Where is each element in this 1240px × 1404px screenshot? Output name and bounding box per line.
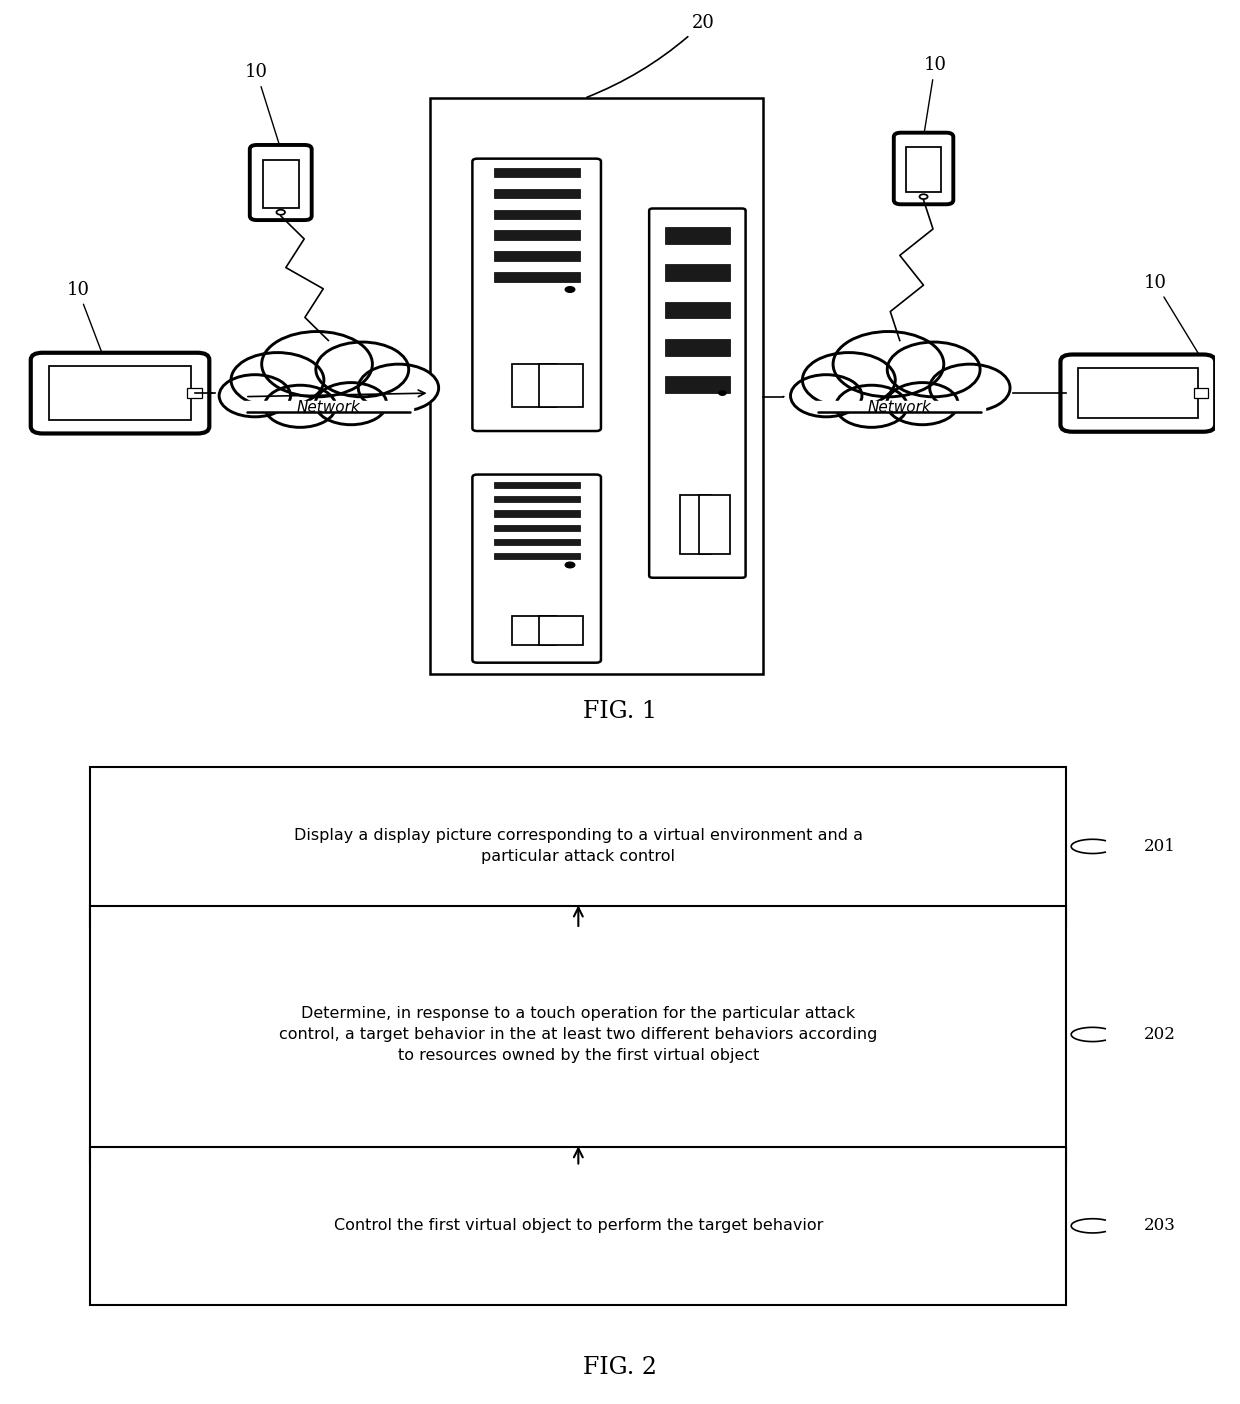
Text: 20: 20 bbox=[587, 14, 714, 97]
Text: 10: 10 bbox=[924, 56, 946, 135]
Bar bbox=[494, 209, 579, 219]
Bar bbox=[512, 616, 557, 646]
Bar bbox=[494, 251, 579, 261]
Text: 201: 201 bbox=[1143, 838, 1176, 855]
Text: Network: Network bbox=[296, 400, 361, 414]
FancyBboxPatch shape bbox=[894, 132, 954, 204]
Bar bbox=[665, 376, 729, 393]
Bar bbox=[665, 227, 729, 244]
Text: 202: 202 bbox=[1143, 1026, 1176, 1043]
Bar bbox=[539, 616, 583, 646]
Text: Network: Network bbox=[868, 400, 931, 414]
FancyBboxPatch shape bbox=[249, 145, 311, 220]
Text: 203: 203 bbox=[1143, 1217, 1176, 1234]
FancyBboxPatch shape bbox=[650, 208, 745, 578]
Text: Determine, in response to a touch operation for the particular attack
control, a: Determine, in response to a touch operat… bbox=[279, 1007, 878, 1063]
Circle shape bbox=[565, 562, 575, 567]
Circle shape bbox=[315, 383, 387, 424]
Bar bbox=[665, 338, 729, 355]
Circle shape bbox=[316, 343, 409, 397]
Circle shape bbox=[719, 390, 725, 396]
FancyBboxPatch shape bbox=[472, 159, 601, 431]
FancyBboxPatch shape bbox=[1060, 354, 1215, 432]
Bar bbox=[680, 496, 712, 553]
Circle shape bbox=[802, 352, 895, 407]
Bar bbox=[263, 160, 299, 208]
Text: 10: 10 bbox=[1143, 274, 1202, 359]
Bar bbox=[494, 230, 579, 240]
Circle shape bbox=[262, 331, 372, 397]
Bar bbox=[512, 364, 557, 407]
Bar bbox=[494, 525, 579, 531]
Bar bbox=[539, 364, 583, 407]
Bar bbox=[187, 388, 202, 399]
Bar bbox=[699, 496, 730, 553]
Circle shape bbox=[358, 364, 439, 411]
Bar bbox=[494, 168, 579, 177]
Bar bbox=[429, 98, 763, 674]
Circle shape bbox=[930, 364, 1011, 411]
Bar bbox=[665, 302, 729, 319]
Bar bbox=[494, 188, 579, 198]
Circle shape bbox=[231, 352, 324, 407]
Bar bbox=[665, 264, 729, 281]
Text: Control the first virtual object to perform the target behavior: Control the first virtual object to perf… bbox=[334, 1219, 823, 1233]
Text: 10: 10 bbox=[246, 63, 280, 146]
Circle shape bbox=[791, 375, 862, 417]
Bar bbox=[494, 553, 579, 559]
Circle shape bbox=[277, 209, 285, 215]
Bar bbox=[91, 906, 1066, 1163]
Circle shape bbox=[565, 286, 575, 292]
Bar bbox=[91, 767, 1066, 925]
Circle shape bbox=[833, 331, 944, 397]
FancyBboxPatch shape bbox=[31, 352, 210, 434]
Circle shape bbox=[836, 385, 908, 427]
Bar bbox=[1194, 388, 1208, 399]
FancyBboxPatch shape bbox=[472, 475, 601, 663]
Bar bbox=[815, 402, 985, 411]
Bar bbox=[494, 510, 579, 517]
Text: FIG. 2: FIG. 2 bbox=[583, 1356, 657, 1379]
Text: FIG. 1: FIG. 1 bbox=[583, 701, 657, 723]
Circle shape bbox=[264, 385, 336, 427]
Bar bbox=[494, 496, 579, 503]
Bar bbox=[1078, 368, 1198, 418]
Circle shape bbox=[887, 383, 959, 424]
Bar bbox=[494, 539, 579, 545]
Bar bbox=[494, 272, 579, 281]
Circle shape bbox=[920, 194, 928, 199]
Text: 10: 10 bbox=[67, 281, 104, 357]
Text: Display a display picture corresponding to a virtual environment and a
particula: Display a display picture corresponding … bbox=[294, 828, 863, 865]
Bar bbox=[48, 366, 191, 420]
Circle shape bbox=[888, 343, 980, 397]
Bar bbox=[91, 1147, 1066, 1306]
Bar bbox=[494, 482, 579, 489]
Circle shape bbox=[219, 375, 290, 417]
Bar bbox=[906, 147, 941, 192]
Bar bbox=[243, 402, 413, 411]
